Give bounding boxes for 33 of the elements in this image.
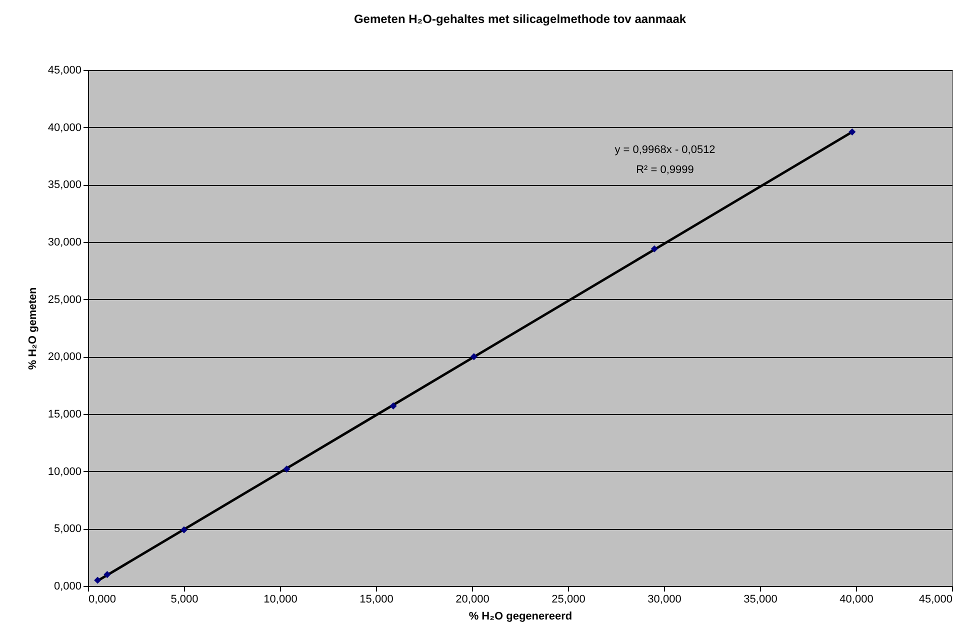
annotation: R² = 0,9999 <box>636 164 694 176</box>
y-tick-label: 25,000 <box>48 294 82 306</box>
x-tick-label: 25,000 <box>552 594 586 606</box>
x-tick-label: 35,000 <box>744 594 778 606</box>
annotation: y = 0,9968x - 0,0512 <box>614 144 716 156</box>
y-tick-label: 40,000 <box>48 122 82 134</box>
point <box>848 128 856 136</box>
point <box>104 570 111 578</box>
y-tick-label: 0,000 <box>54 580 82 592</box>
chart-title: Gemeten H₂O-gehaltes met silicagelmethode tov aanmaak <box>354 12 686 26</box>
y-tick-label: 45,000 <box>48 64 82 76</box>
point <box>650 245 658 252</box>
x-tick-label: 0,000 <box>88 594 116 606</box>
y-tick-label: 10,000 <box>48 466 82 478</box>
y-tick-label: 15,000 <box>48 408 82 420</box>
point <box>94 576 102 584</box>
x-tick-label: 10,000 <box>264 594 298 606</box>
y-tick-label: 20,000 <box>48 351 82 364</box>
y-tick-label: 5,000 <box>54 523 82 536</box>
x-tick-label: 30,000 <box>648 594 682 606</box>
point <box>283 466 290 473</box>
y-tick-label: 35,000 <box>48 179 82 192</box>
point <box>180 526 188 534</box>
x-tick-label: 45,000 <box>918 594 952 606</box>
x-tick-label: 20,000 <box>456 594 490 606</box>
x-tick-label: 15,000 <box>360 594 394 606</box>
x-axis-title: % H₂O gegenereerd <box>468 610 572 622</box>
y-tick-label: 30,000 <box>48 236 82 248</box>
point <box>390 402 397 410</box>
y-axis-title: % H₂O gemeten <box>26 286 39 370</box>
x-tick-label: 5,000 <box>170 594 198 606</box>
x-tick-label: 40,000 <box>840 594 874 606</box>
point <box>470 353 478 360</box>
